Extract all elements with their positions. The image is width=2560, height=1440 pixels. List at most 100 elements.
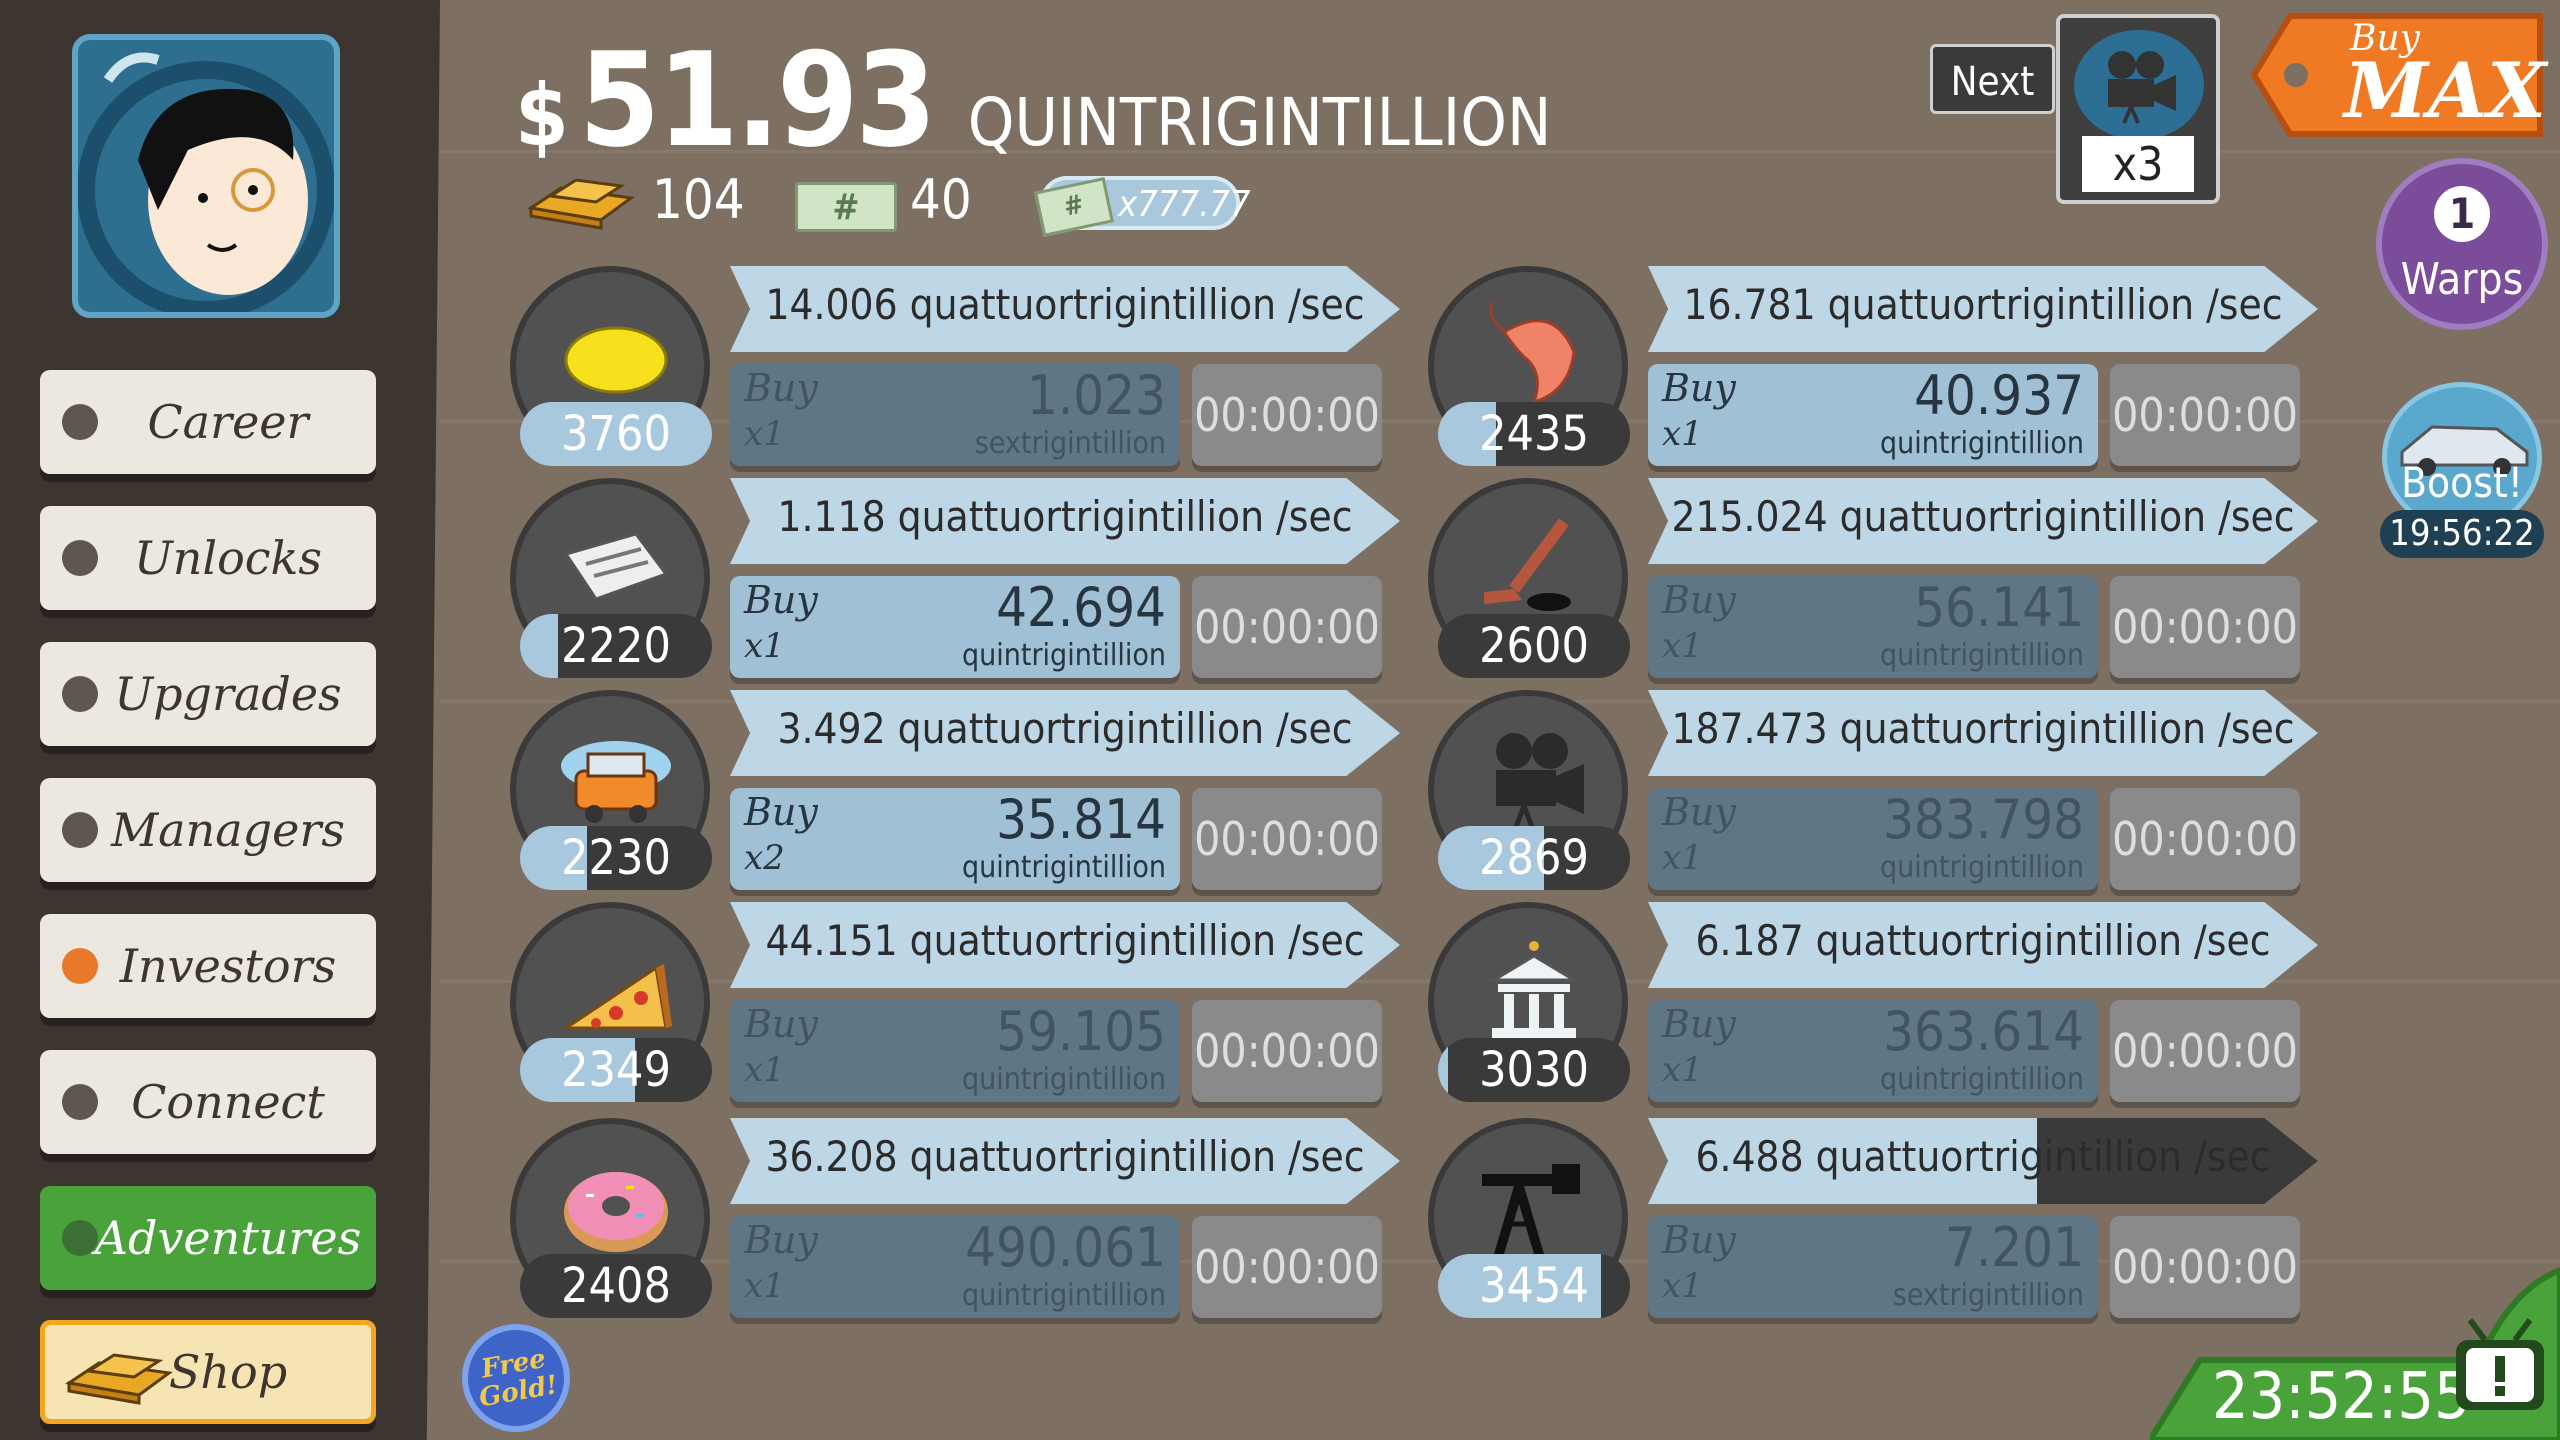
buy-cost: 35.814 [996,788,1166,851]
nav-adventures-button[interactable]: Adventures [40,1186,376,1290]
business-row: 2869 187.473 quattuortrigintillion /sec Bu… [1428,690,2328,890]
tag-shape [2250,13,2543,137]
notification-dot [62,404,98,440]
business-row: 2600 215.024 quattuortrigintillion /sec Bu… [1428,478,2328,678]
buy-button[interactable]: Buy x1 56.141 quintrigintillion [1648,576,2098,678]
business-icon-button[interactable]: 2600 [1428,478,1630,678]
angel-multiplier-badge[interactable]: # x777.77 [1034,176,1250,237]
level-progress [520,402,712,466]
buy-quantity: x1 [1662,626,1703,666]
notification-dot [62,1084,98,1120]
level-bar: 3760 [520,402,712,466]
nav-career-button[interactable]: Career [40,370,376,474]
business-icon-button[interactable]: 3454 [1428,1118,1630,1318]
gold-counter[interactable] [525,170,637,236]
currency-symbol: $ [515,66,569,166]
revenue-progress [2036,1118,2318,1204]
buy-button[interactable]: Buy x1 40.937 quintrigintillion [1648,364,2098,466]
next-unlock-panel[interactable]: x3 [2056,14,2220,204]
revenue-bar[interactable]: 215.024 quattuortrigintillion /sec [1648,478,2318,564]
buy-max-small-label: Buy [2350,18,2420,59]
notification-dot [62,676,98,712]
buy-button[interactable]: Buy x1 42.694 quintrigintillion [730,576,1180,678]
revenue-rate: 16.781 quattuortrigintillion /sec [1683,280,2283,329]
owned-count: 3760 [561,406,671,462]
warps-label: Warps [2400,254,2524,305]
buy-max-button[interactable]: Buy MAX [2250,8,2550,142]
buy-button[interactable]: Buy x1 1.023 sextrigintillion [730,364,1180,466]
tv-panel[interactable]: 23:52:55 [2150,1250,2560,1440]
multiplier-label: x777.77 [1118,184,1251,225]
buy-button[interactable]: Buy x1 7.201 sextrigintillion [1648,1216,2098,1318]
business-icon-button[interactable]: 2435 [1428,266,1630,466]
business-timer: 00:00:00 [1192,576,1382,678]
money-unit: QUINTRIGINTILLION [967,84,1552,161]
next-multiplier: x3 [2082,136,2194,192]
nav-managers-button[interactable]: Managers [40,778,376,882]
revenue-bar[interactable]: 6.488 quattuortrigintillion /sec [1648,1118,2318,1204]
revenue-bar[interactable]: 44.151 quattuortrigintillion /sec [730,902,1400,988]
business-icon-button[interactable]: 2349 [510,902,712,1102]
nav-connect-button[interactable]: Connect [40,1050,376,1154]
business-icon-button[interactable]: 2869 [1428,690,1630,890]
megabucks-icon[interactable]: # [795,182,897,232]
revenue-bar[interactable]: 6.187 quattuortrigintillion /sec [1648,902,2318,988]
buy-cost-unit: quintrigintillion [1880,638,2084,673]
revenue-bar[interactable]: 1.118 quattuortrigintillion /sec [730,478,1400,564]
business-icon-button[interactable]: 3760 [510,266,712,466]
buy-button[interactable]: Buy x1 490.061 quintrigintillion [730,1216,1180,1318]
business-timer: 00:00:00 [2110,576,2300,678]
level-bar: 2435 [1438,402,1630,466]
buy-label: Buy [744,1218,818,1262]
lemon-icon [556,302,676,412]
level-progress [1438,1254,1602,1318]
level-bar: 2600 [1438,614,1630,678]
business-icon-button[interactable]: 2220 [510,478,712,678]
nav-investors-button[interactable]: Investors [40,914,376,1018]
oil-rig-icon [1474,1154,1594,1264]
boost-label: Boost! [2401,458,2523,507]
revenue-bar[interactable]: 14.006 quattuortrigintillion /sec [730,266,1400,352]
shop-label: Shop [168,1345,288,1399]
business-row: 2220 1.118 quattuortrigintillion /sec Buy x… [510,478,1410,678]
revenue-bar[interactable]: 16.781 quattuortrigintillion /sec [1648,266,2318,352]
owned-count: 2349 [561,1042,671,1098]
donut-icon [556,1154,676,1264]
revenue-bar[interactable]: 3.492 quattuortrigintillion /sec [730,690,1400,776]
revenue-bar[interactable]: 36.208 quattuortrigintillion /sec [730,1118,1400,1204]
shop-button[interactable]: Shop [40,1320,376,1424]
revenue-rate: 215.024 quattuortrigintillion /sec [1671,492,2295,541]
business-row: 2408 36.208 quattuortrigintillion /sec Buy… [510,1118,1410,1318]
owned-count: 2230 [561,830,671,886]
nav-connect-label: Connect [131,1075,325,1129]
avatar[interactable] [72,34,340,318]
free-gold-button[interactable]: Free Gold! [462,1324,570,1432]
buy-label: Buy [1662,1002,1736,1046]
buy-cost-unit: sextrigintillion [1892,1278,2084,1313]
buy-button[interactable]: Buy x1 383.798 quintrigintillion [1648,788,2098,890]
next-unlock-tag[interactable]: Next [1930,44,2055,114]
business-icon-button[interactable]: 3030 [1428,902,1630,1102]
buy-cost: 56.141 [1914,576,2084,639]
level-progress [1438,826,1544,890]
business-row: 2230 3.492 quattuortrigintillion /sec Buy x… [510,690,1410,890]
revenue-rate: 1.118 quattuortrigintillion /sec [777,492,1353,541]
revenue-bar[interactable]: 187.473 quattuortrigintillion /sec [1648,690,2318,776]
business-timer: 00:00:00 [1192,788,1382,890]
buy-button[interactable]: Buy x1 59.105 quintrigintillion [730,1000,1180,1102]
business-icon-button[interactable]: 2408 [510,1118,712,1318]
buy-label: Buy [1662,366,1736,410]
warps-count: 1 [2434,186,2490,242]
nav-unlocks-button[interactable]: Unlocks [40,506,376,610]
buy-button[interactable]: Buy x1 363.614 quintrigintillion [1648,1000,2098,1102]
business-icon-button[interactable]: 2230 [510,690,712,890]
buy-cost: 7.201 [1944,1216,2084,1279]
nav-upgrades-button[interactable]: Upgrades [40,642,376,746]
film-camera-icon [2074,30,2204,140]
tv-timer: 23:52:55 [2212,1360,2471,1434]
warps-badge[interactable]: 1 Warps [2376,158,2548,330]
boost-button[interactable]: Boost! 19:56:22 [2376,382,2548,562]
buy-button[interactable]: Buy x2 35.814 quintrigintillion [730,788,1180,890]
shrimp-icon [1474,302,1594,412]
money-amount: 51.93 [578,24,937,176]
